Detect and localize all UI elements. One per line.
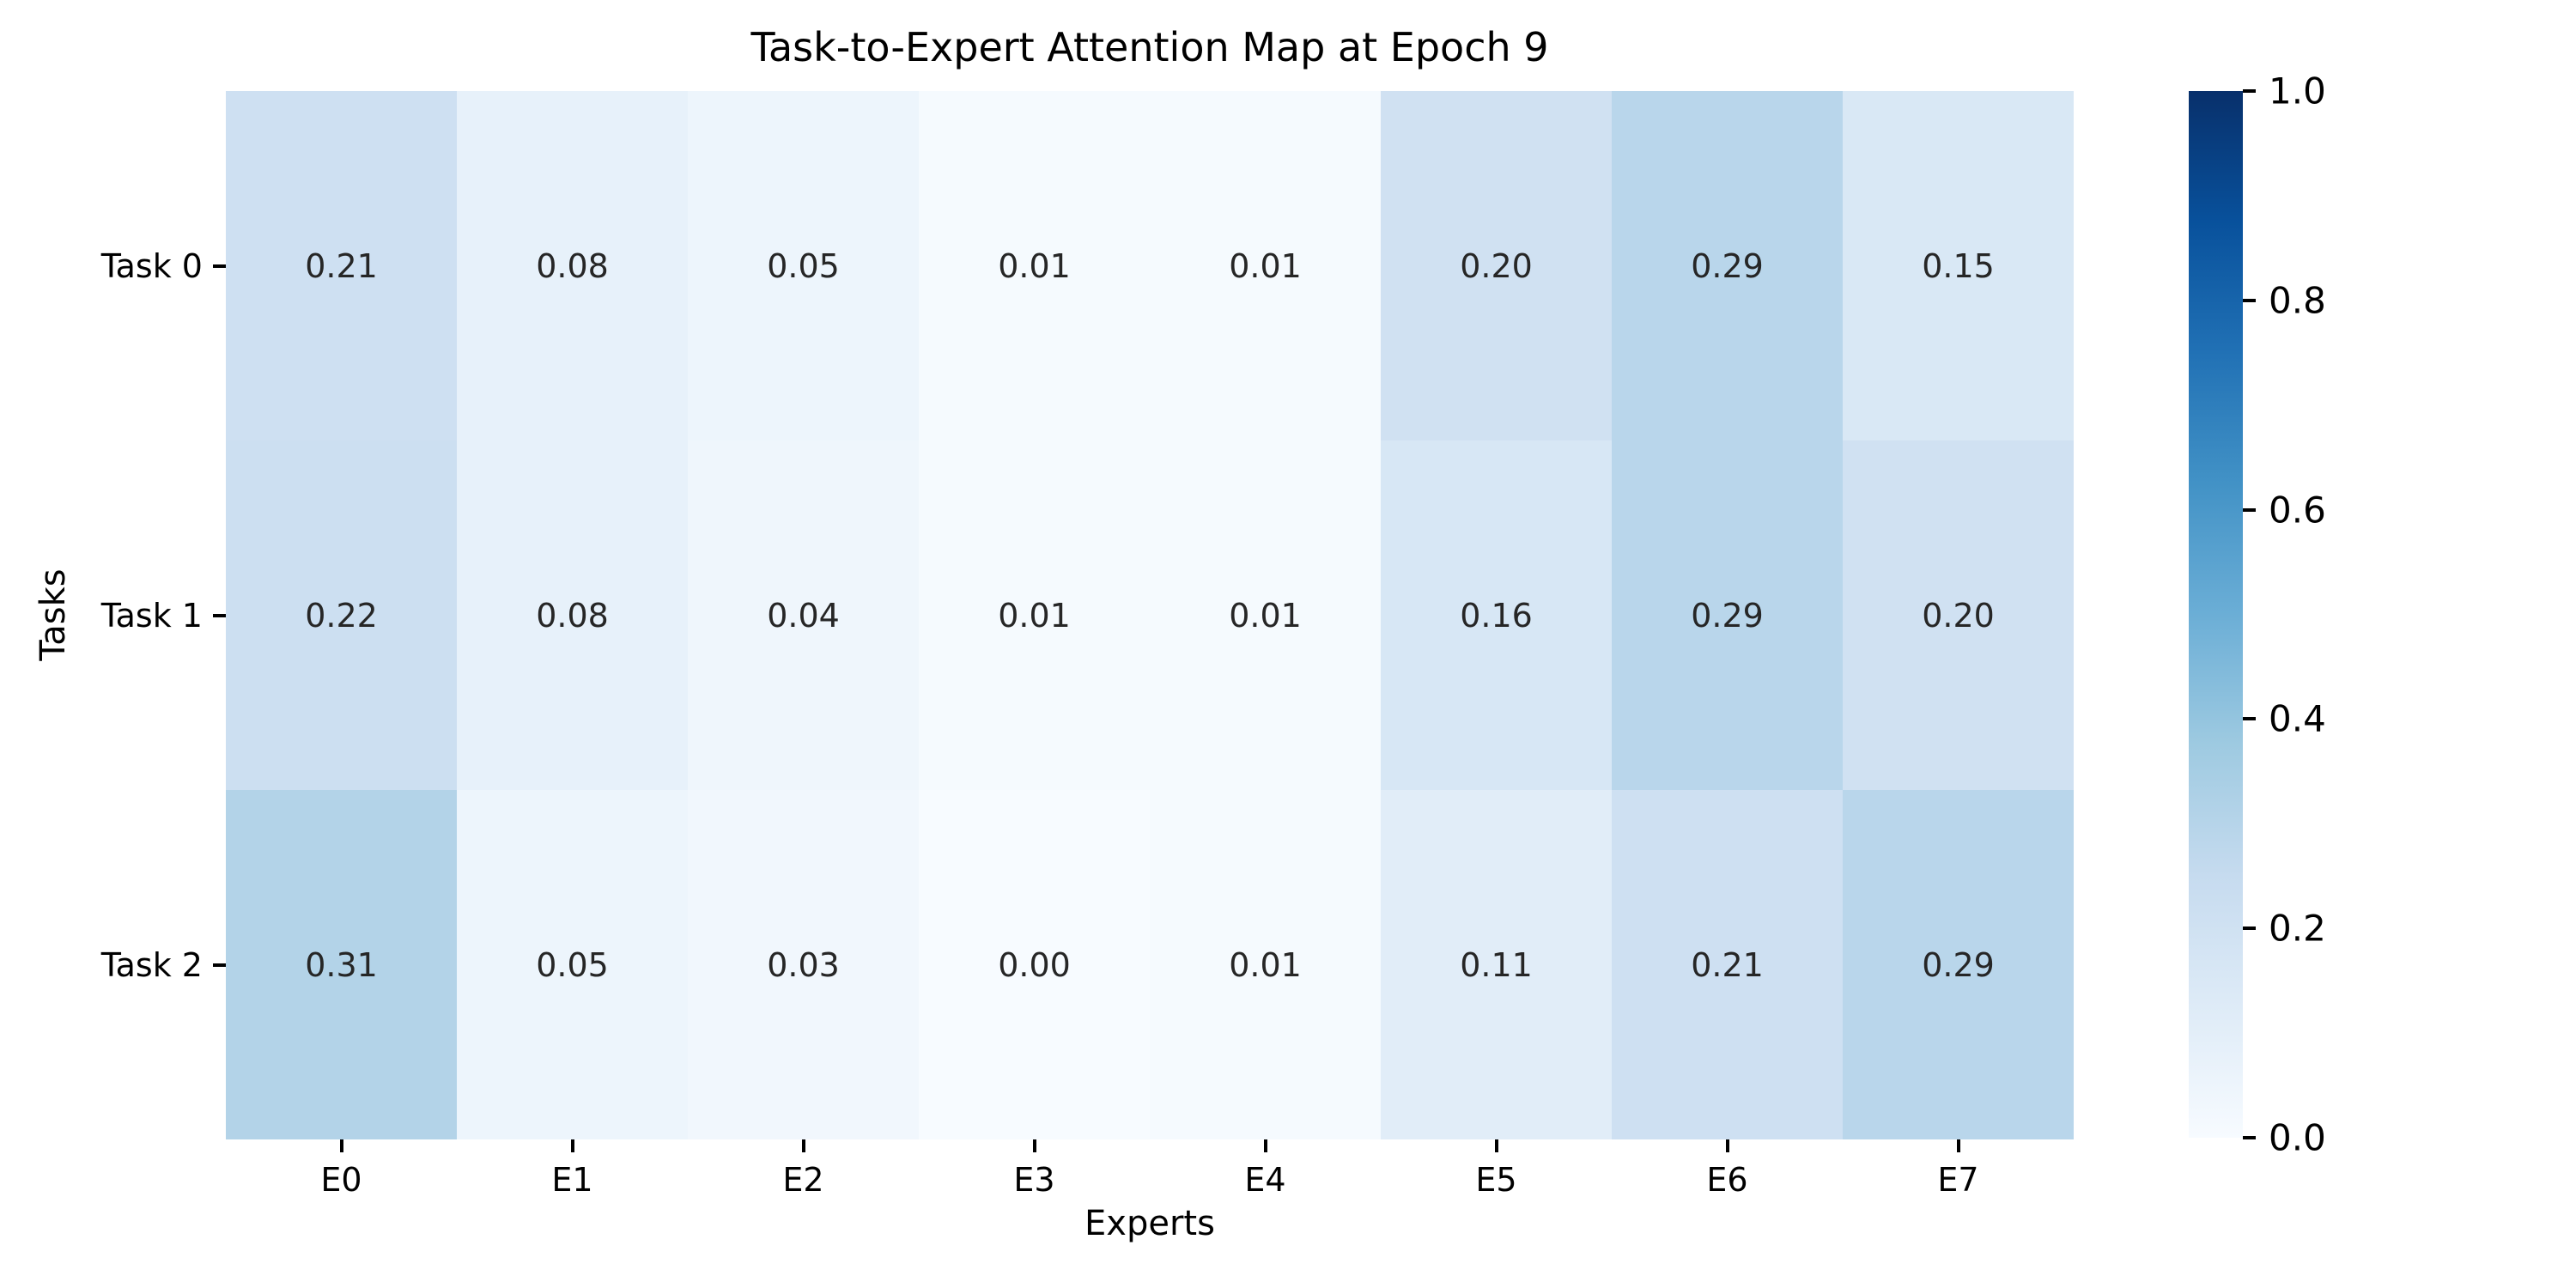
heatmap-cell: 0.03 xyxy=(688,790,919,1139)
heatmap-cell: 0.11 xyxy=(1381,790,1612,1139)
colorbar-ticks: 1.0 0.8 0.6 0.4 0.2 0.0 xyxy=(2243,70,2380,1159)
colorbar-tick-label: 0.6 xyxy=(2269,489,2326,532)
x-tick-label: E4 xyxy=(1244,1161,1286,1199)
x-tick-label: E0 xyxy=(320,1161,362,1199)
colorbar-tick-mark xyxy=(2243,298,2256,302)
x-tick-label: E5 xyxy=(1475,1161,1517,1199)
cell-value: 0.31 xyxy=(305,945,378,984)
cell-value: 0.22 xyxy=(305,596,378,635)
y-tick-label: Task 2 xyxy=(100,945,203,984)
x-tick-mark xyxy=(1263,1139,1267,1152)
x-tick-mark xyxy=(801,1139,805,1152)
cell-value: 0.04 xyxy=(767,596,840,635)
heatmap-cell: 0.01 xyxy=(1150,91,1381,440)
heatmap-cell: 0.01 xyxy=(1150,790,1381,1139)
heatmap-cell: 0.05 xyxy=(457,790,688,1139)
x-tick-label: E6 xyxy=(1706,1161,1748,1199)
colorbar-tick-label: 1.0 xyxy=(2269,70,2326,112)
y-tick-mark xyxy=(213,613,226,617)
x-tick-mark xyxy=(1956,1139,1960,1152)
cell-value: 0.20 xyxy=(1922,596,1995,635)
y-axis-ticks: Task 0 Task 1 Task 2 xyxy=(0,91,226,1139)
cell-value: 0.01 xyxy=(998,596,1071,635)
y-tick-mark xyxy=(213,264,226,268)
cell-value: 0.03 xyxy=(767,945,840,984)
heatmap-cell: 0.08 xyxy=(457,91,688,440)
cell-value: 0.21 xyxy=(305,246,378,285)
cell-value: 0.01 xyxy=(1229,596,1302,635)
colorbar-gradient xyxy=(2189,91,2243,1138)
colorbar-tick-mark xyxy=(2243,89,2256,93)
heatmap-cell: 0.31 xyxy=(226,790,457,1139)
x-tick-mark xyxy=(1032,1139,1036,1152)
colorbar-tick-label: 0.4 xyxy=(2269,697,2326,740)
heatmap-cell: 0.29 xyxy=(1612,91,1843,440)
heatmap-cell: 0.21 xyxy=(1612,790,1843,1139)
x-tick-label: E7 xyxy=(1937,1161,1979,1199)
cell-value: 0.29 xyxy=(1691,246,1764,285)
heatmap-cell: 0.29 xyxy=(1612,440,1843,790)
x-tick-mark xyxy=(1725,1139,1729,1152)
cell-value: 0.15 xyxy=(1922,246,1995,285)
y-tick-label: Task 0 xyxy=(100,246,203,285)
chart-title: Task-to-Expert Attention Map at Epoch 9 xyxy=(750,24,1549,70)
heatmap-cell: 0.05 xyxy=(688,91,919,440)
heatmap-grid: 0.21 0.08 0.05 0.01 0.01 0.20 0.29 0.15 0.22 0.08… xyxy=(226,91,2074,1139)
colorbar-tick-mark xyxy=(2243,1136,2256,1139)
heatmap-cell: 0.08 xyxy=(457,440,688,790)
colorbar-tick-label: 0.0 xyxy=(2269,1116,2326,1159)
cell-value: 0.29 xyxy=(1922,945,1995,984)
colorbar-tick-label: 0.8 xyxy=(2269,279,2326,322)
y-tick-label: Task 1 xyxy=(100,596,203,635)
cell-value: 0.00 xyxy=(998,945,1071,984)
colorbar xyxy=(2189,91,2243,1138)
cell-value: 0.08 xyxy=(536,246,609,285)
heatmap-cell: 0.01 xyxy=(1150,440,1381,790)
colorbar-tick-label: 0.2 xyxy=(2269,907,2326,950)
x-tick-mark xyxy=(339,1139,343,1152)
heatmap-cell: 0.01 xyxy=(919,91,1150,440)
colorbar-tick-mark xyxy=(2243,717,2256,721)
cell-value: 0.01 xyxy=(1229,945,1302,984)
x-tick-label: E1 xyxy=(551,1161,593,1199)
heatmap-cell: 0.00 xyxy=(919,790,1150,1139)
cell-value: 0.08 xyxy=(536,596,609,635)
cell-value: 0.11 xyxy=(1460,945,1533,984)
cell-value: 0.16 xyxy=(1460,596,1533,635)
heatmap-cell: 0.21 xyxy=(226,91,457,440)
heatmap-cell: 0.20 xyxy=(1843,440,2074,790)
cell-value: 0.05 xyxy=(767,246,840,285)
heatmap-cell: 0.22 xyxy=(226,440,457,790)
cell-value: 0.21 xyxy=(1691,945,1764,984)
heatmap-cell: 0.04 xyxy=(688,440,919,790)
x-tick-label: E2 xyxy=(782,1161,824,1199)
cell-value: 0.20 xyxy=(1460,246,1533,285)
colorbar-tick-mark xyxy=(2243,507,2256,512)
heatmap-cell: 0.01 xyxy=(919,440,1150,790)
x-tick-mark xyxy=(570,1139,574,1152)
x-tick-mark xyxy=(1494,1139,1498,1152)
cell-value: 0.05 xyxy=(536,945,609,984)
y-tick-mark xyxy=(213,963,226,967)
heatmap-cell: 0.16 xyxy=(1381,440,1612,790)
cell-value: 0.01 xyxy=(1229,246,1302,285)
x-axis-ticks: E0 E1 E2 E3 E4 E5 E6 E7 xyxy=(226,1139,2074,1217)
colorbar-tick-mark xyxy=(2243,927,2256,931)
heatmap-cell: 0.15 xyxy=(1843,91,2074,440)
cell-value: 0.29 xyxy=(1691,596,1764,635)
x-axis-label: Experts xyxy=(1084,1204,1215,1243)
cell-value: 0.01 xyxy=(998,246,1071,285)
heatmap-cell: 0.20 xyxy=(1381,91,1612,440)
x-tick-label: E3 xyxy=(1013,1161,1055,1199)
heatmap-cell: 0.29 xyxy=(1843,790,2074,1139)
